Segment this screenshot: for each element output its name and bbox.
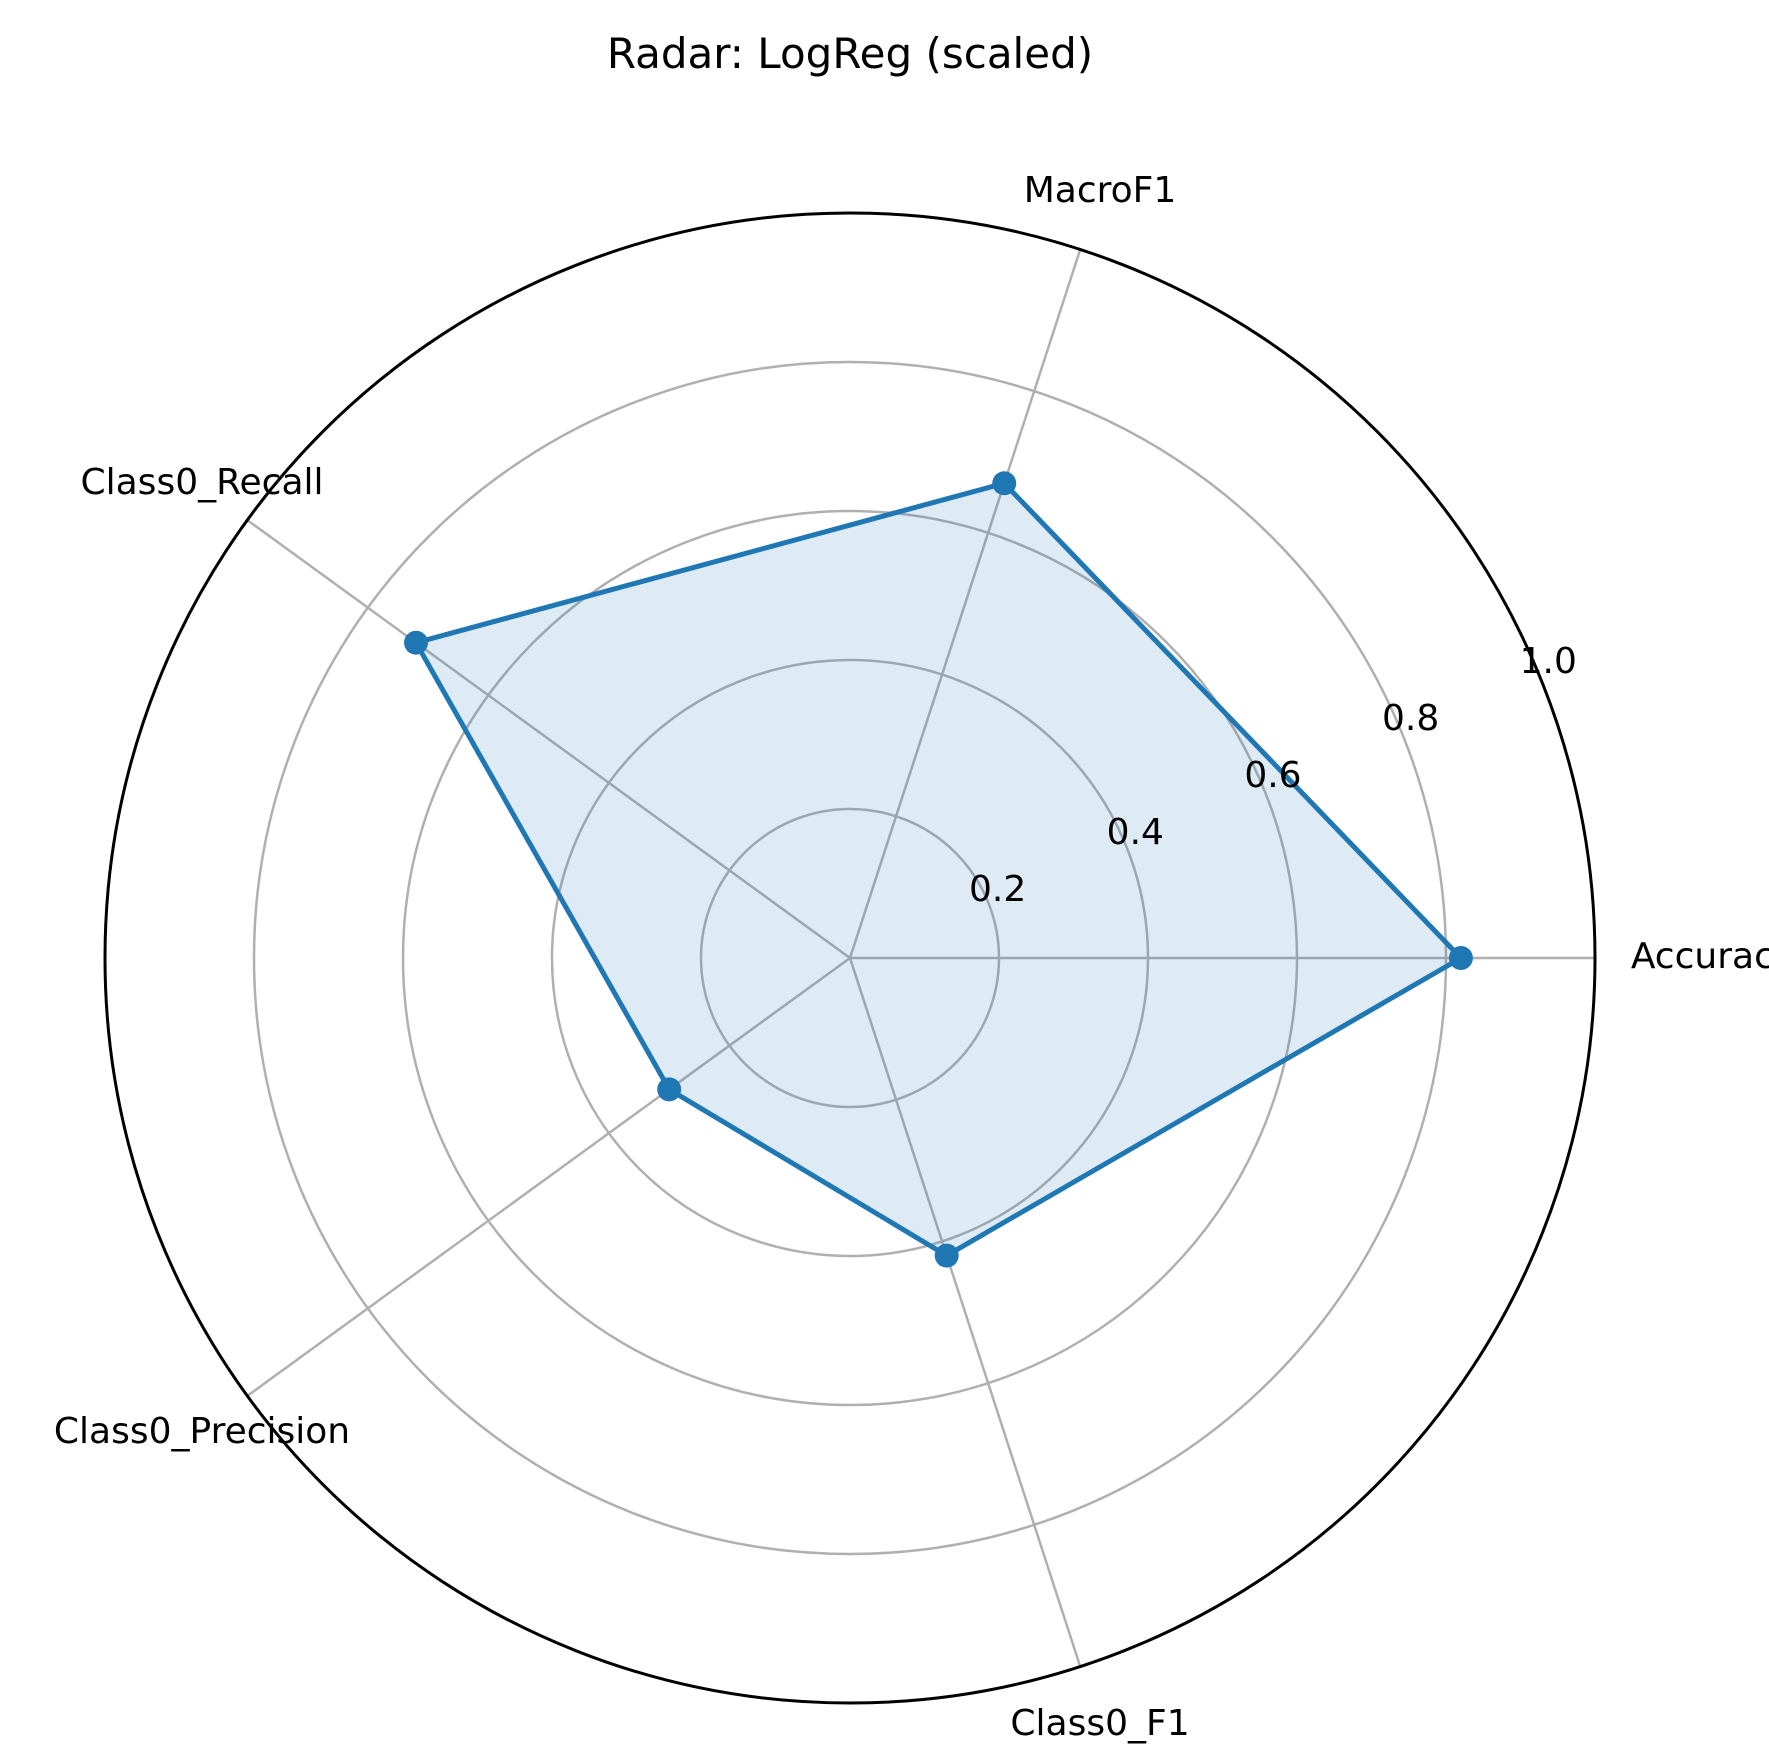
tick-label-1.0: 1.0	[1520, 641, 1577, 682]
chart-title: Radar: LogReg (scaled)	[607, 29, 1093, 78]
data-point-accuracy	[1448, 946, 1473, 970]
spoke-class0_precision	[246, 956, 851, 1397]
radial-tick-labels: 0.2 0.4 0.6 0.8 1.0	[969, 641, 1577, 910]
series-line	[412, 480, 1465, 1259]
axis-label-accuracy: Accuracy	[1631, 936, 1769, 977]
axis-label-class0_recall: Class0_Recall	[80, 462, 323, 503]
axis-labels: Accuracy MacroF1 Class0_Recall Class0_Preci…	[54, 170, 1769, 1744]
tick-label-0.4: 0.4	[1107, 812, 1164, 853]
tick-label-0.6: 0.6	[1244, 755, 1301, 796]
spoke-class0_recall	[246, 519, 851, 960]
radar-series	[404, 471, 1473, 1268]
tick-label-0.8: 0.8	[1382, 698, 1439, 739]
data-point-macrof1	[992, 471, 1017, 496]
data-point-class0_recall	[404, 630, 429, 655]
data-point-class0_f1	[934, 1243, 959, 1268]
series-area	[416, 483, 1461, 1256]
tick-label-0.2: 0.2	[969, 869, 1026, 910]
radar-grid	[103, 211, 1597, 1705]
spoke-macrof1	[848, 249, 1082, 959]
spoke-class0_f1	[848, 957, 1082, 1667]
data-point-class0_precision	[657, 1077, 682, 1102]
axis-label-class0_precision: Class0_Precision	[54, 1411, 350, 1452]
axis-label-class0_f1: Class0_F1	[1010, 1703, 1189, 1744]
axis-label-macrof1: MacroF1	[1024, 170, 1177, 211]
outer-frame	[103, 211, 1597, 1705]
